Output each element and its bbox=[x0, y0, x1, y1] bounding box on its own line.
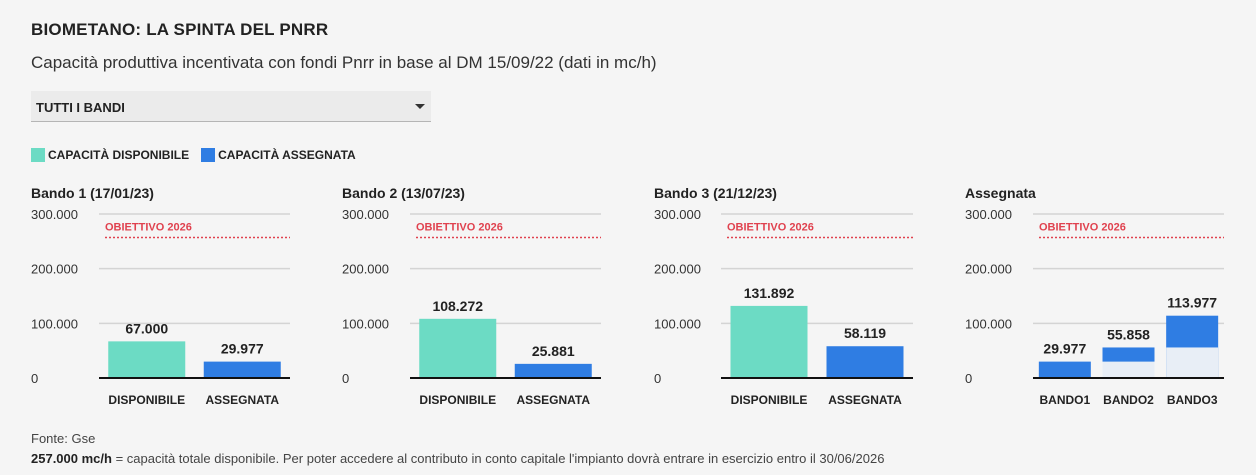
objective-label: OBIETTIVO 2026 bbox=[727, 222, 814, 234]
y-tick-label: 100.000 bbox=[342, 316, 389, 331]
legend-swatch-disponibile bbox=[31, 148, 45, 162]
data-label: 29.977 bbox=[1043, 341, 1086, 357]
data-label: 67.000 bbox=[125, 320, 168, 336]
data-label: 131.892 bbox=[744, 285, 795, 301]
y-tick-label: 200.000 bbox=[654, 262, 701, 277]
bar-disponibile bbox=[730, 305, 808, 378]
y-tick-label: 100.000 bbox=[654, 316, 701, 331]
legend: CAPACITÀ DISPONIBILE CAPACITÀ ASSEGNATA bbox=[31, 148, 356, 162]
panel-title-bando3: Bando 3 (21/12/23) bbox=[654, 185, 777, 201]
data-label: 25.881 bbox=[532, 343, 575, 359]
x-tick-label: BANDO3 bbox=[1167, 393, 1218, 407]
legend-swatch-assegnata bbox=[201, 148, 216, 162]
bar-previous-bando2 bbox=[1102, 361, 1155, 378]
data-label: 58.119 bbox=[844, 325, 886, 341]
data-label: 29.977 bbox=[221, 341, 264, 357]
y-tick-label: 200.000 bbox=[965, 262, 1012, 277]
source-note: Fonte: Gse bbox=[31, 431, 96, 446]
y-tick-label: 300.000 bbox=[31, 207, 78, 222]
footer-note-bold: 257.000 mc/h bbox=[31, 451, 112, 466]
footer-note: 257.000 mc/h = capacità totale disponibi… bbox=[31, 451, 884, 466]
bar-disponibile bbox=[419, 318, 497, 378]
y-tick-label: 100.000 bbox=[31, 316, 78, 331]
data-label: 113.977 bbox=[1167, 295, 1217, 311]
bar-bando1 bbox=[1038, 361, 1091, 378]
chart-subtitle: Capacità produttiva incentivata con fond… bbox=[31, 53, 657, 72]
y-tick-label: 300.000 bbox=[654, 207, 701, 222]
y-tick-label: 0 bbox=[31, 371, 38, 386]
bando-filter-dropdown[interactable]: TUTTI I BANDI bbox=[31, 91, 431, 122]
y-tick-label: 100.000 bbox=[965, 316, 1012, 331]
bar-disponibile bbox=[108, 341, 186, 378]
footer-note-text: = capacità totale disponibile. Per poter… bbox=[111, 451, 885, 466]
legend-item-assegnata: CAPACITÀ ASSEGNATA bbox=[201, 148, 356, 162]
chevron-down-icon bbox=[415, 104, 425, 109]
y-tick-label: 0 bbox=[342, 371, 349, 386]
y-tick-label: 200.000 bbox=[31, 262, 78, 277]
x-tick-label: ASSEGNATA bbox=[516, 393, 590, 407]
bar-assegnata bbox=[826, 346, 904, 378]
legend-item-disponibile: CAPACITÀ DISPONIBILE bbox=[31, 148, 189, 162]
objective-label: OBIETTIVO 2026 bbox=[1039, 222, 1126, 234]
objective-label: OBIETTIVO 2026 bbox=[416, 222, 503, 234]
x-tick-label: DISPONIBILE bbox=[419, 393, 496, 407]
y-tick-label: 300.000 bbox=[965, 207, 1012, 222]
dropdown-selected-label: TUTTI I BANDI bbox=[36, 100, 125, 115]
x-tick-label: DISPONIBILE bbox=[731, 393, 808, 407]
x-tick-label: ASSEGNATA bbox=[205, 393, 279, 407]
bar-assegnata bbox=[514, 363, 592, 378]
y-tick-label: 300.000 bbox=[342, 207, 389, 222]
bar-previous-bando3 bbox=[1166, 347, 1219, 378]
bar-assegnata bbox=[203, 361, 281, 378]
x-tick-label: ASSEGNATA bbox=[828, 393, 902, 407]
y-tick-label: 200.000 bbox=[342, 262, 389, 277]
x-tick-label: BANDO2 bbox=[1103, 393, 1154, 407]
panel-title-assegnata: Assegnata bbox=[965, 185, 1036, 201]
x-tick-label: DISPONIBILE bbox=[108, 393, 185, 407]
data-label: 108.272 bbox=[432, 298, 483, 314]
objective-label: OBIETTIVO 2026 bbox=[105, 222, 192, 234]
y-tick-label: 0 bbox=[654, 371, 661, 386]
chart-title: BIOMETANO: LA SPINTA DEL PNRR bbox=[31, 20, 329, 39]
panel-title-bando1: Bando 1 (17/01/23) bbox=[31, 185, 154, 201]
y-tick-label: 0 bbox=[965, 371, 972, 386]
legend-label-assegnata: CAPACITÀ ASSEGNATA bbox=[218, 148, 356, 162]
legend-label-disponibile: CAPACITÀ DISPONIBILE bbox=[48, 148, 190, 162]
data-label: 55.858 bbox=[1107, 326, 1150, 342]
charts-area: 0 100.000 200.000 300.000 OBIETTIVO 2026 67.0… bbox=[31, 207, 1224, 407]
panel-title-bando2: Bando 2 (13/07/23) bbox=[342, 185, 465, 201]
x-tick-label: BANDO1 bbox=[1039, 393, 1090, 407]
